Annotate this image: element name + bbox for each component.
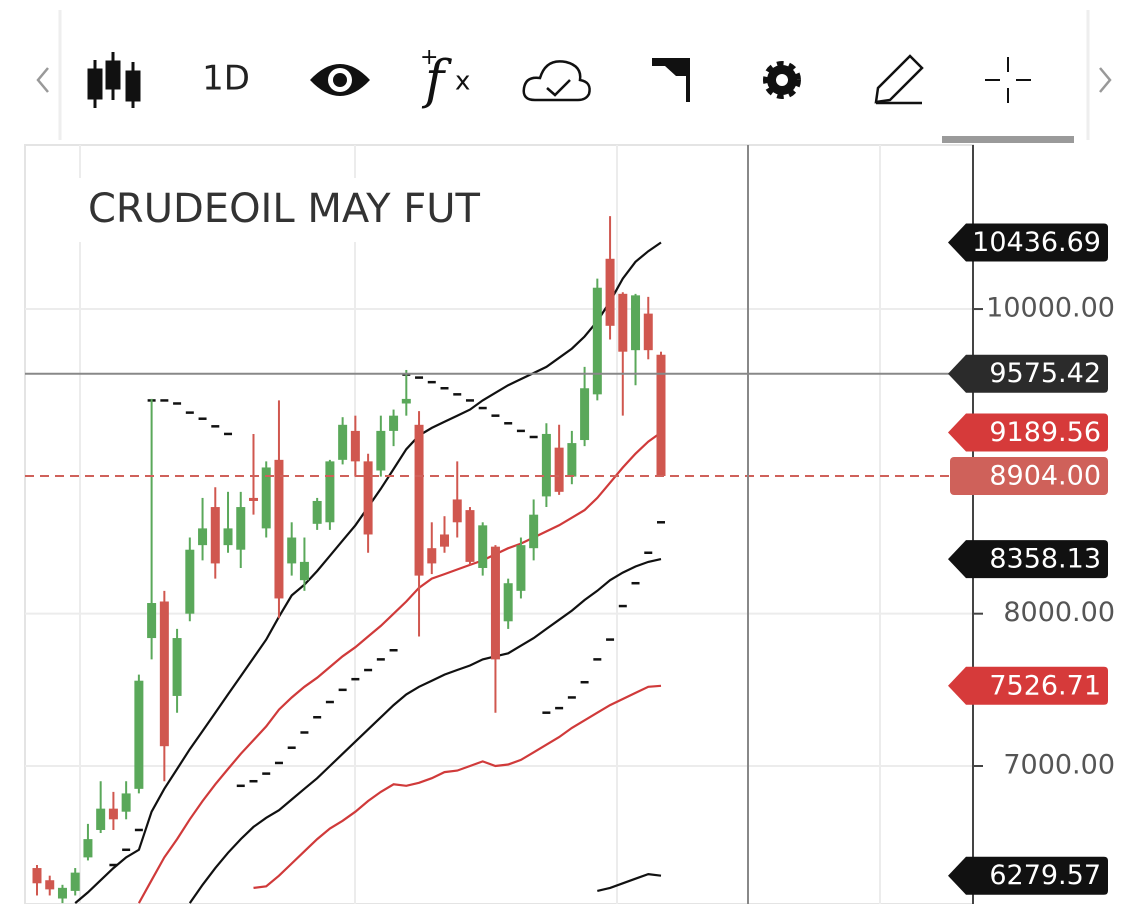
candle-body xyxy=(134,680,144,789)
candle-body xyxy=(57,887,67,899)
price-tag xyxy=(948,856,1108,895)
candle-body xyxy=(236,507,246,550)
candle-body xyxy=(210,507,220,564)
plot xyxy=(25,216,973,904)
price-tag xyxy=(948,223,1108,262)
indicator-line xyxy=(137,431,662,904)
vertical-grid xyxy=(79,145,881,904)
candle-body xyxy=(325,461,335,523)
candle-body xyxy=(605,258,615,326)
candle-body xyxy=(32,868,42,884)
indicator-line xyxy=(253,684,662,889)
candle-body xyxy=(147,603,157,639)
candle-body xyxy=(516,545,526,591)
interval-button[interactable]: 1D xyxy=(202,59,250,99)
price-tag-label: 9575.42 xyxy=(989,358,1101,389)
price-tag-label: 10436.69 xyxy=(972,227,1101,258)
indicator-line xyxy=(188,558,662,904)
y-tick-label: 7000.00 xyxy=(1003,750,1115,781)
candle-body xyxy=(287,537,297,564)
candle-body xyxy=(172,638,182,696)
scroll-right[interactable] xyxy=(1099,67,1112,93)
candle-body xyxy=(427,548,437,564)
y-tick-label: 8000.00 xyxy=(1003,597,1115,628)
price-tag-label: 8904.00 xyxy=(989,460,1101,491)
candle-body xyxy=(363,461,373,535)
candle-body xyxy=(592,287,602,395)
candle-body xyxy=(70,872,80,891)
crosshair-button[interactable] xyxy=(985,57,1031,103)
price-tag-label: 8358.13 xyxy=(989,544,1101,575)
candle-body xyxy=(567,443,577,477)
scroll-left[interactable] xyxy=(36,67,49,93)
candle-body xyxy=(656,354,666,476)
candle-body xyxy=(529,514,539,549)
candle-body xyxy=(643,313,653,351)
candle-body xyxy=(478,525,488,568)
candle-body xyxy=(631,295,641,351)
candle-body xyxy=(83,839,93,858)
price-tag xyxy=(948,540,1108,579)
candle-body xyxy=(96,808,106,830)
price-tag-label: 7526.71 xyxy=(989,670,1101,701)
candle-body xyxy=(554,447,564,492)
candle-body xyxy=(440,534,450,547)
candle-body xyxy=(121,793,131,812)
candle-body xyxy=(198,528,208,546)
candle-body xyxy=(108,808,118,820)
cloud-save-button[interactable] xyxy=(522,60,591,102)
candle-body xyxy=(299,561,309,581)
candle-body xyxy=(541,433,551,497)
alert-flag-button[interactable] xyxy=(652,58,690,102)
svg-text:x: x xyxy=(455,67,470,97)
candle-body xyxy=(350,430,360,462)
indicator-line xyxy=(597,872,662,892)
y-tick-label: 10000.00 xyxy=(986,293,1115,324)
candle-body xyxy=(401,398,411,404)
indicator-visibility-button[interactable] xyxy=(310,64,370,96)
price-tag xyxy=(948,666,1108,705)
candle-body xyxy=(274,459,284,599)
active-tab-indicator xyxy=(942,136,1074,143)
svg-text:+: + xyxy=(420,45,438,70)
chart-title: CRUDEOIL MAY FUT xyxy=(88,186,481,232)
plot-area xyxy=(24,144,974,904)
candle-body xyxy=(618,293,628,352)
draw-button[interactable] xyxy=(874,54,924,105)
candle-body xyxy=(580,388,590,441)
title-box xyxy=(72,178,547,242)
chart-type-button[interactable] xyxy=(87,52,141,108)
candle-body xyxy=(261,467,271,529)
price-tag-label: 6279.57 xyxy=(989,860,1101,891)
candle-body xyxy=(414,424,424,576)
candle-body xyxy=(376,430,386,471)
candle-body xyxy=(389,415,399,431)
price-tag-label: 9189.56 xyxy=(989,417,1101,448)
price-tag xyxy=(950,456,1108,495)
candle-body xyxy=(465,510,475,562)
candle-body xyxy=(248,497,258,501)
candle-body xyxy=(452,499,462,523)
candle-body xyxy=(312,500,322,524)
settings-button[interactable] xyxy=(763,61,801,99)
candle-body xyxy=(223,528,233,546)
price-tag xyxy=(948,354,1108,393)
candle-body xyxy=(503,583,513,622)
price-axis: 10000.00 8000.00 7000.00 10436.69 9189.56 835… xyxy=(948,223,1115,895)
candle-body xyxy=(338,424,348,460)
candle-body xyxy=(185,549,195,614)
candle-body xyxy=(490,546,500,660)
candle-body xyxy=(159,601,169,747)
candle-body xyxy=(45,880,55,890)
price-tag xyxy=(948,413,1108,452)
